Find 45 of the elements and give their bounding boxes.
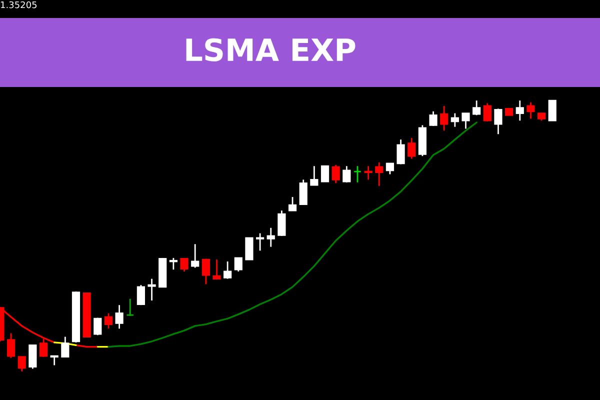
candlestick xyxy=(364,165,372,180)
candlestick xyxy=(440,105,448,132)
candlestick xyxy=(450,112,459,128)
candlestick xyxy=(202,258,210,285)
candlestick xyxy=(548,100,556,122)
candlestick xyxy=(483,102,492,122)
candlestick xyxy=(50,355,58,366)
candlestick xyxy=(472,100,481,116)
candlestick xyxy=(126,298,134,317)
candlestick xyxy=(180,258,188,272)
candlestick xyxy=(224,260,232,280)
candlestick xyxy=(375,162,384,187)
candlestick xyxy=(288,196,297,212)
chart-title: LSMA EXP xyxy=(186,38,356,62)
candlestick xyxy=(18,356,26,372)
candlestick xyxy=(28,344,37,370)
candlestick xyxy=(191,243,200,268)
candlestick xyxy=(61,336,70,358)
candlestick xyxy=(494,108,502,135)
candlestick xyxy=(115,304,124,330)
candlestick xyxy=(408,137,416,160)
candlestick xyxy=(104,312,113,330)
candlestick xyxy=(310,165,318,186)
candlestick xyxy=(396,138,405,165)
candlestick xyxy=(234,257,242,272)
candlestick xyxy=(6,332,16,359)
candlestick xyxy=(278,210,286,237)
text: 1.35205 xyxy=(0,1,37,8)
candlestick xyxy=(353,165,362,184)
candlestick xyxy=(386,162,394,175)
candlestick xyxy=(526,102,535,120)
candlestick xyxy=(212,258,221,280)
candlestick xyxy=(266,227,275,248)
candlestick xyxy=(136,284,146,306)
candlestick xyxy=(169,257,178,270)
candlestick xyxy=(429,110,438,127)
candlestick xyxy=(299,178,308,205)
candlestick xyxy=(256,232,264,252)
candlestick xyxy=(342,165,351,184)
candlestick xyxy=(148,278,156,302)
candlestick xyxy=(245,237,254,260)
candlestick xyxy=(332,164,340,184)
candlestick xyxy=(462,112,470,130)
candlestick xyxy=(516,100,524,122)
candlestick xyxy=(320,165,330,182)
